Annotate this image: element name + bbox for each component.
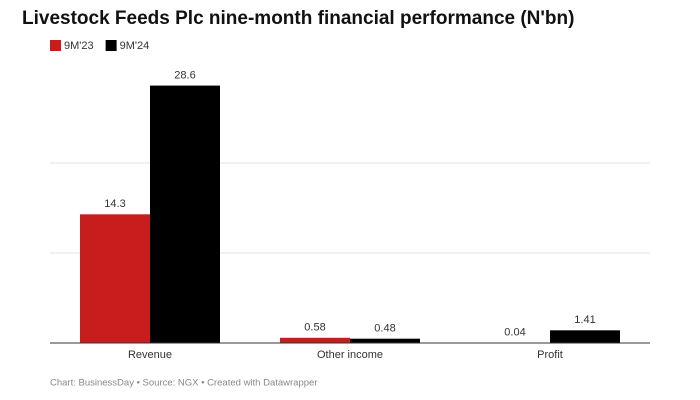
value-label: 1.41	[574, 314, 595, 326]
value-label: 28.6	[174, 70, 195, 82]
bar	[550, 330, 620, 343]
value-label: 0.58	[304, 322, 325, 334]
legend-swatch	[105, 40, 117, 51]
chart-title: Livestock Feeds Plc nine-month financial…	[22, 8, 574, 29]
x-tick-label: Revenue	[128, 349, 172, 361]
bar	[80, 214, 150, 343]
value-label: 0.48	[374, 323, 395, 335]
footer: Chart: BusinessDay • Source: NGX • Creat…	[50, 378, 317, 389]
legend-label: 9M'24	[120, 40, 150, 52]
bar	[350, 338, 420, 343]
x-tick-label: Profit	[537, 349, 563, 361]
value-label: 14.3	[104, 198, 125, 210]
legend-label: 9M'23	[64, 40, 94, 52]
bar	[280, 337, 350, 343]
legend-swatch	[50, 40, 61, 51]
value-label: 0.04	[504, 327, 525, 339]
bar	[150, 85, 220, 343]
x-tick-label: Other income	[317, 349, 383, 361]
